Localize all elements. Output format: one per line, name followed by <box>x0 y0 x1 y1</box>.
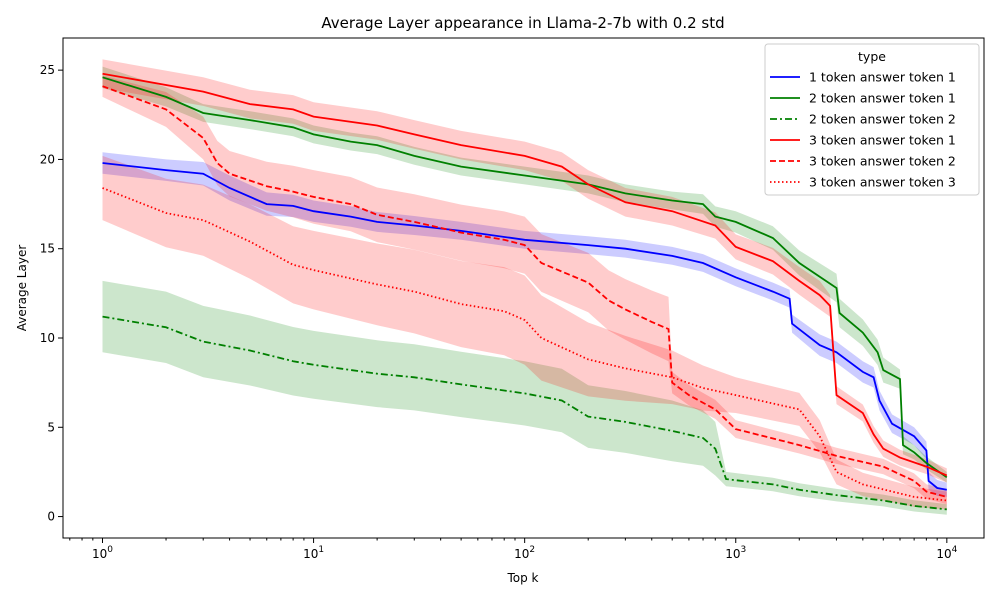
plot-frame <box>62 37 985 539</box>
std-band-2 <box>102 66 947 483</box>
y-axis-label: Average Layer <box>15 245 29 332</box>
legend: type 1 token answer token 1 2 token answe… <box>764 43 980 196</box>
legend-box <box>764 43 980 196</box>
legend-label-4: 3 token answer token 1 <box>809 133 956 148</box>
legend-label-6: 3 token answer token 3 <box>809 175 956 190</box>
y-axis-ticks: 0 5 10 15 20 25 <box>40 63 63 524</box>
series-line-1 <box>102 162 947 491</box>
series-line-3 <box>102 315 947 511</box>
y-tick-label: 15 <box>40 242 55 256</box>
series-line-2 <box>102 76 948 479</box>
std-band-4 <box>102 59 947 483</box>
y-tick-label: 25 <box>40 63 55 77</box>
std-band-6 <box>102 155 947 510</box>
legend-label-5: 3 token answer token 2 <box>809 154 956 169</box>
y-tick-label: 10 <box>40 331 55 345</box>
series-line-5 <box>102 85 948 498</box>
y-tick-label: 20 <box>40 152 55 166</box>
legend-title: type <box>858 49 886 64</box>
std-band-3 <box>102 280 947 515</box>
x-tick-label: 102 <box>514 545 535 561</box>
series-line-4 <box>102 72 948 477</box>
series-line-6 <box>102 187 947 502</box>
y-tick-label: 5 <box>47 420 55 434</box>
y-tick-label: 0 <box>47 510 55 524</box>
legend-label-2: 2 token answer token 1 <box>809 91 956 106</box>
x-axis-label: Top k <box>506 571 538 585</box>
x-tick-label: 101 <box>303 545 324 561</box>
legend-label-1: 1 token answer token 1 <box>809 70 956 85</box>
x-axis-ticks: 100 101 102 103 104 <box>69 538 958 561</box>
x-tick-label: 104 <box>936 545 957 561</box>
x-tick-label: 100 <box>92 545 113 561</box>
legend-label-3: 2 token answer token 2 <box>809 112 956 127</box>
x-tick-label: 103 <box>725 545 746 561</box>
std-band-5 <box>102 75 947 505</box>
chart-title: Average Layer appearance in Llama-2-7b w… <box>321 14 724 32</box>
std-bands <box>102 59 947 515</box>
series-lines <box>102 72 948 511</box>
